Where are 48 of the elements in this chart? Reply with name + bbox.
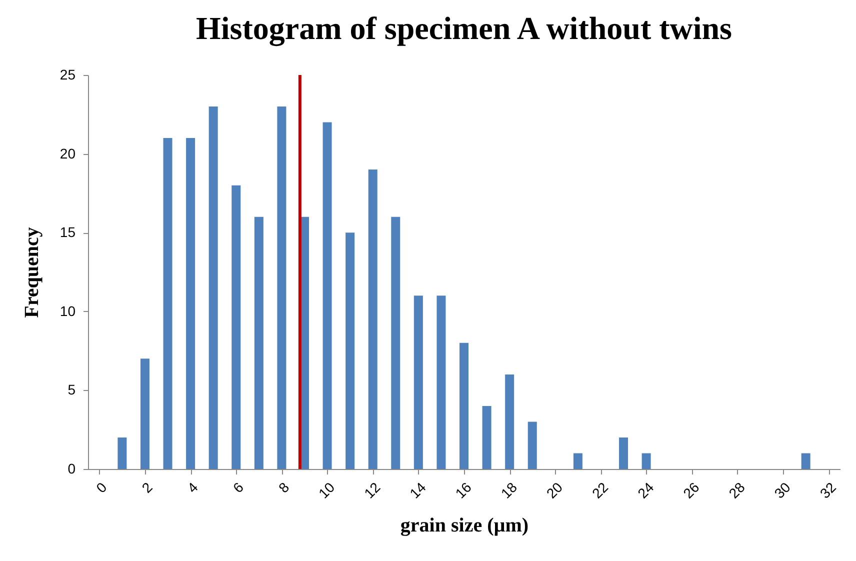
bar bbox=[163, 138, 172, 469]
x-tick-label: 12 bbox=[360, 478, 384, 502]
x-tick-label: 4 bbox=[184, 478, 202, 496]
x-tick-label: 16 bbox=[452, 478, 475, 502]
bar bbox=[573, 453, 582, 469]
x-tick-label: 30 bbox=[771, 478, 794, 502]
x-axis-title: grain size (µm) bbox=[400, 514, 529, 536]
bar bbox=[118, 437, 127, 469]
bar bbox=[322, 122, 332, 469]
bar bbox=[140, 358, 150, 469]
bar bbox=[619, 437, 628, 469]
bar bbox=[436, 296, 446, 469]
bar bbox=[277, 106, 286, 469]
y-tick-label: 10 bbox=[60, 302, 76, 319]
bar bbox=[208, 106, 218, 469]
bar bbox=[232, 185, 241, 469]
bar bbox=[801, 453, 810, 469]
x-tick-label: 22 bbox=[588, 478, 612, 502]
bar bbox=[642, 453, 651, 469]
bar bbox=[346, 232, 355, 469]
y-tick-label: 20 bbox=[60, 145, 76, 162]
x-tick-label: 20 bbox=[543, 478, 566, 502]
chart-title: Histogram of specimen A without twins bbox=[196, 10, 732, 47]
x-tick-label: 32 bbox=[816, 478, 840, 502]
x-tick-label: 26 bbox=[680, 478, 702, 502]
y-tick-label: 0 bbox=[68, 460, 76, 476]
y-axis-title: Frequency bbox=[20, 227, 43, 318]
bar bbox=[254, 216, 264, 469]
y-tick-label: 5 bbox=[68, 382, 76, 398]
bar bbox=[391, 216, 400, 469]
x-tick-label: 10 bbox=[315, 478, 338, 502]
bar bbox=[528, 422, 537, 469]
y-tick-label: 25 bbox=[60, 66, 76, 82]
x-tick-label: 0 bbox=[92, 478, 110, 496]
bar bbox=[368, 170, 378, 469]
x-tick-label: 14 bbox=[406, 478, 429, 502]
bar bbox=[414, 296, 423, 469]
x-tick-label: 6 bbox=[230, 478, 247, 496]
x-tick-label: 8 bbox=[275, 478, 292, 496]
x-tick-label: 24 bbox=[634, 478, 657, 502]
x-tick-label: 18 bbox=[498, 478, 520, 502]
bar bbox=[186, 138, 196, 469]
bar bbox=[482, 406, 492, 469]
bar bbox=[460, 342, 468, 469]
x-tick-label: 28 bbox=[726, 478, 748, 502]
bar bbox=[505, 374, 514, 469]
x-tick-label: 2 bbox=[138, 478, 156, 496]
y-tick-label: 15 bbox=[60, 224, 76, 240]
